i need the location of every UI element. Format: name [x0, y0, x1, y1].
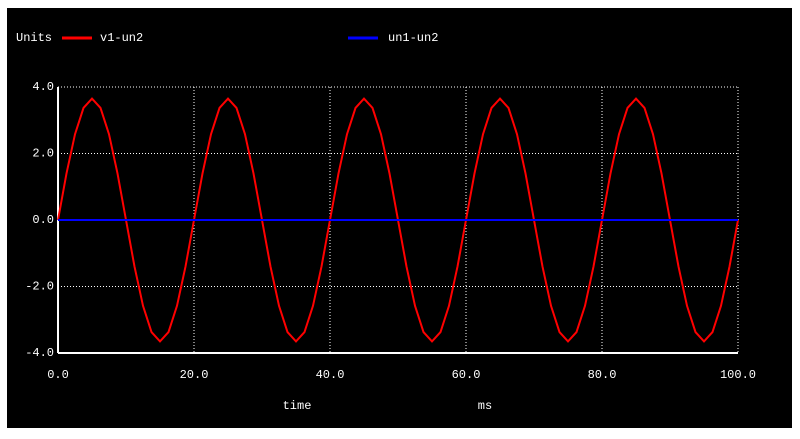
y-axis-label: Units — [16, 31, 52, 45]
y-tick-label: 4.0 — [32, 80, 54, 94]
x-tick-label: 20.0 — [180, 368, 209, 382]
y-tick-label: -4.0 — [25, 346, 54, 360]
legend-label: v1-un2 — [100, 31, 143, 45]
y-tick-label: 2.0 — [32, 147, 54, 161]
x-axis-label: time — [283, 399, 312, 413]
x-tick-label: 100.0 — [720, 368, 756, 382]
plot-background — [7, 8, 792, 428]
y-tick-label: -2.0 — [25, 280, 54, 294]
x-tick-label: 0.0 — [47, 368, 69, 382]
y-tick-label: 0.0 — [32, 213, 54, 227]
x-tick-label: 80.0 — [588, 368, 617, 382]
x-tick-label: 60.0 — [452, 368, 481, 382]
x-axis-unit: ms — [478, 399, 492, 413]
x-tick-label: 40.0 — [316, 368, 345, 382]
legend-label: un1-un2 — [388, 31, 438, 45]
